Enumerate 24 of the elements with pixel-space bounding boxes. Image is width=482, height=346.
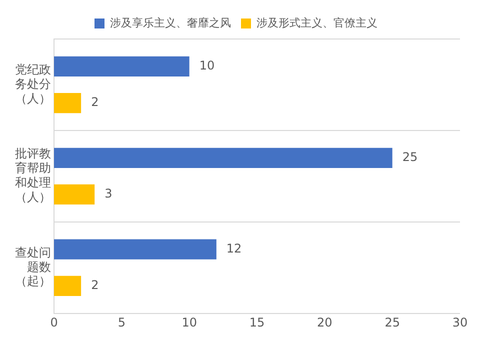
bar bbox=[54, 276, 82, 296]
bar bbox=[54, 92, 82, 114]
y-tick-label: 批评教育帮助和处理（人） bbox=[15, 146, 51, 204]
data-label: 2 bbox=[91, 278, 99, 292]
x-tick-label: 25 bbox=[384, 316, 400, 330]
legend-label: 涉及享乐主义、奢靡之风 bbox=[110, 16, 231, 30]
bar bbox=[54, 56, 190, 76]
x-tick-label: 0 bbox=[50, 316, 58, 330]
data-label: 25 bbox=[402, 150, 418, 164]
data-label: 3 bbox=[104, 186, 112, 201]
bar bbox=[54, 239, 216, 260]
y-tick-label: 查处问题数（起） bbox=[15, 245, 51, 288]
x-tick-label: 20 bbox=[317, 316, 332, 330]
x-tick-label: 10 bbox=[182, 316, 197, 330]
x-tick-label: 30 bbox=[452, 316, 468, 330]
bar bbox=[54, 184, 95, 205]
bar bbox=[54, 148, 392, 168]
x-tick-label: 5 bbox=[118, 316, 126, 330]
data-label: 10 bbox=[199, 58, 215, 73]
legend-label: 涉及形式主义、官僚主义 bbox=[256, 16, 378, 30]
data-label: 2 bbox=[91, 95, 99, 110]
data-label: 12 bbox=[226, 242, 242, 256]
x-tick-label: 15 bbox=[249, 316, 265, 330]
y-tick-label: 党纪政务处分（人） bbox=[15, 62, 51, 106]
